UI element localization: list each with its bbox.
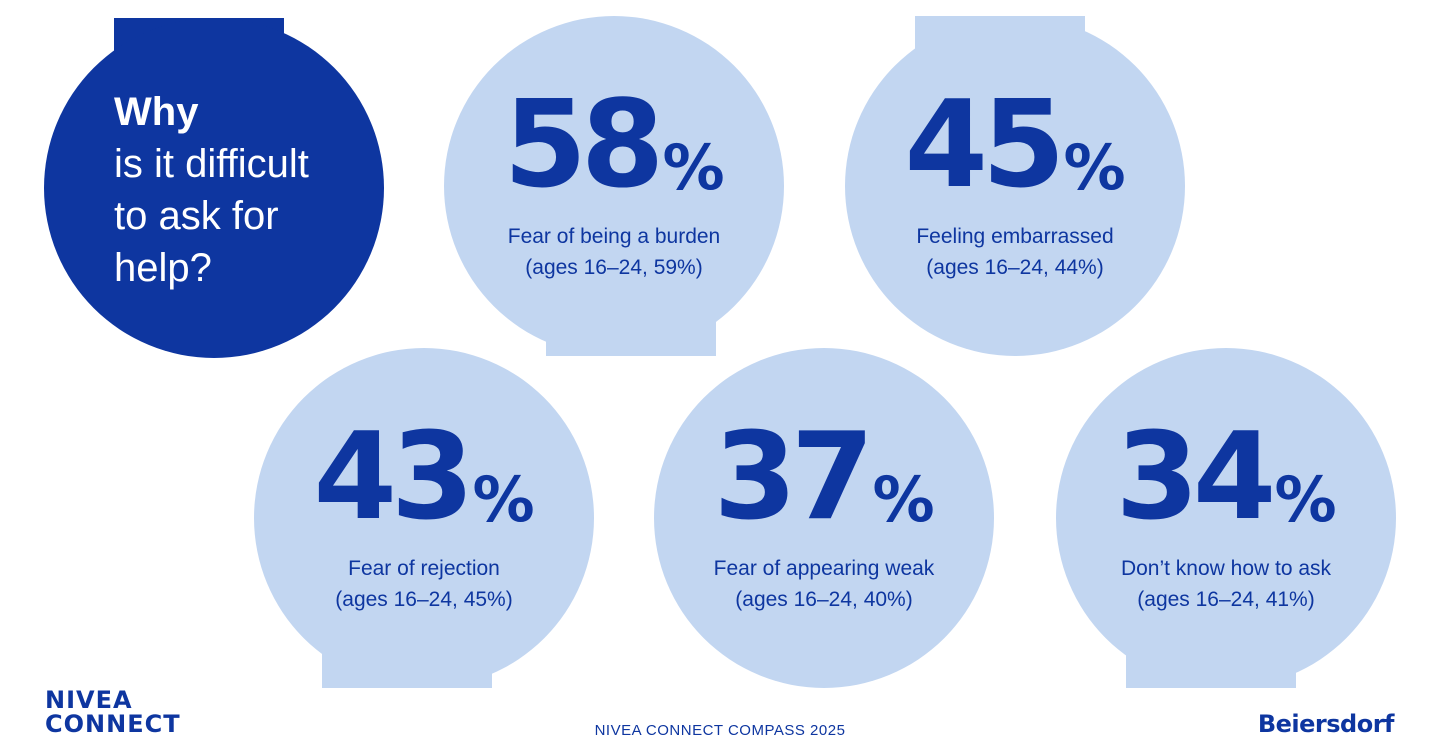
stat-content: 58 % Fear of being a burden (ages 16–24,… bbox=[444, 16, 784, 356]
stat-value: 43 % bbox=[313, 408, 535, 547]
bubble-circle bbox=[44, 18, 384, 358]
stat-label: Fear of being a burden bbox=[507, 225, 721, 248]
bubble-circle bbox=[654, 348, 994, 688]
stat-value: 45 % bbox=[904, 76, 1126, 215]
percent-sign: % bbox=[472, 463, 535, 536]
stat-value: 37 % bbox=[713, 408, 935, 547]
stat-sublabel: (ages 16–24, 41%) bbox=[1137, 588, 1315, 611]
question-text: Why is it difficult to ask for help? bbox=[114, 86, 374, 294]
stat-value: 34 % bbox=[1115, 408, 1337, 547]
stat-number: 34 bbox=[1115, 408, 1276, 547]
stat-sublabel: (ages 16–24, 44%) bbox=[926, 256, 1104, 279]
bubble-circle bbox=[444, 16, 784, 356]
stat-content: 45 % Feeling embarrassed (ages 16–24, 44… bbox=[845, 16, 1185, 356]
percent-sign: % bbox=[872, 463, 935, 536]
stat-number: 37 bbox=[713, 408, 874, 547]
footer-caption: NIVEA CONNECT COMPASS 2025 bbox=[594, 722, 846, 739]
stat-content: 34 % Don’t know how to ask (ages 16–24, … bbox=[1056, 348, 1396, 688]
percent-sign: % bbox=[662, 131, 725, 204]
percent-sign: % bbox=[1063, 131, 1126, 204]
bubble-circle bbox=[254, 348, 594, 688]
logo-line-2: CONNECT bbox=[45, 710, 181, 738]
beiersdorf-logo: Beiersdorf bbox=[1257, 710, 1395, 738]
stat-label: Fear of appearing weak bbox=[713, 557, 935, 580]
question-line-4: help? bbox=[114, 246, 212, 290]
question-line-3: to ask for bbox=[114, 194, 279, 238]
bubble-circle bbox=[1056, 348, 1396, 688]
stat-content: 37 % Fear of appearing weak (ages 16–24,… bbox=[654, 348, 994, 688]
stat-sublabel: (ages 16–24, 59%) bbox=[525, 256, 703, 279]
stat-label: Fear of rejection bbox=[348, 557, 500, 580]
question-line-1: Why bbox=[114, 90, 199, 134]
question-line-2: is it difficult bbox=[114, 142, 309, 186]
bubble-circle bbox=[845, 16, 1185, 356]
stat-content: 43 % Fear of rejection (ages 16–24, 45%) bbox=[254, 348, 594, 688]
stat-number: 43 bbox=[313, 408, 474, 547]
stat-label: Feeling embarrassed bbox=[916, 225, 1114, 248]
stat-value: 58 % bbox=[503, 76, 725, 215]
stat-label: Don’t know how to ask bbox=[1120, 557, 1332, 580]
stat-number: 58 bbox=[503, 76, 664, 215]
percent-sign: % bbox=[1274, 463, 1337, 536]
nivea-connect-logo: NIVEA CONNECT bbox=[45, 688, 181, 736]
stat-sublabel: (ages 16–24, 45%) bbox=[335, 588, 513, 611]
stat-sublabel: (ages 16–24, 40%) bbox=[735, 588, 913, 611]
logo-line-1: NIVEA bbox=[45, 686, 133, 714]
stat-number: 45 bbox=[904, 76, 1065, 215]
